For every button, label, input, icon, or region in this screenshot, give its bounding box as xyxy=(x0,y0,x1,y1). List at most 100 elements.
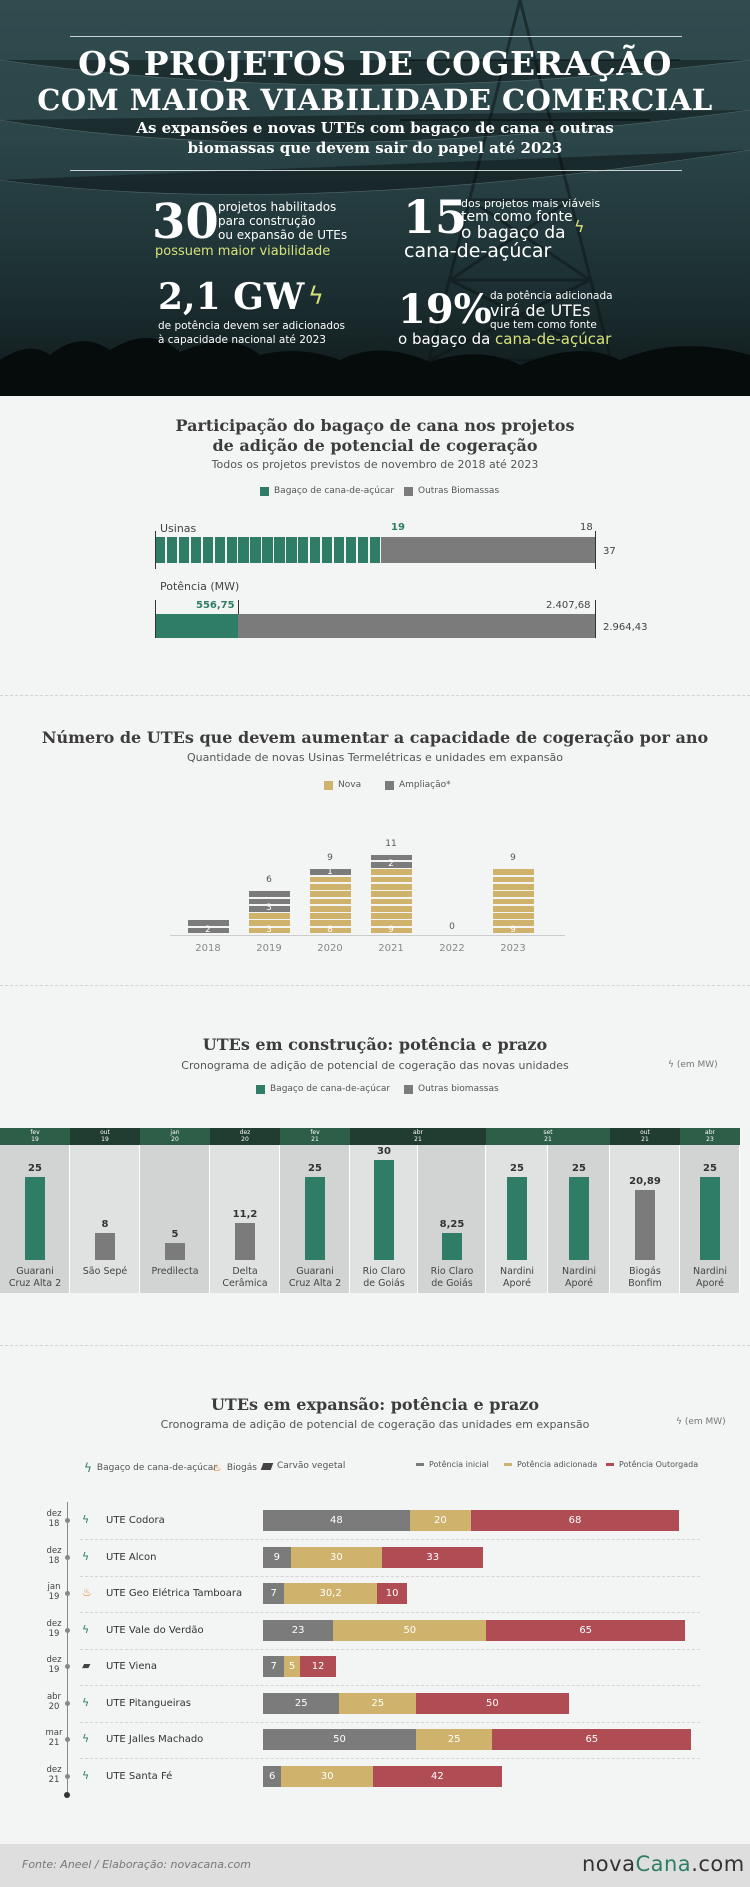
row-date: dez 19 xyxy=(40,1655,68,1675)
legend-initial-label: Potência inicial xyxy=(429,1460,489,1469)
x-tick-label: 2020 xyxy=(317,943,343,954)
construction-bar xyxy=(305,1176,325,1260)
hero-bottom-rule xyxy=(70,170,682,171)
construction-column: 25 Nardini Aporé xyxy=(548,1145,610,1293)
usinas-label: Usinas xyxy=(160,522,197,535)
bar-added: 50 xyxy=(333,1619,487,1641)
hero-title-line1: OS PROJETOS DE COGERAÇÃO xyxy=(78,44,672,83)
construction-value: 11,2 xyxy=(232,1208,258,1220)
potencia-bar xyxy=(155,600,596,638)
legend-swatch-new xyxy=(324,780,333,790)
usinas-cane-segment xyxy=(369,537,380,563)
timeline-segment: abr 21 xyxy=(350,1128,486,1145)
usinas-cane-segment xyxy=(214,537,225,563)
timeline-month: out xyxy=(100,1129,110,1136)
hero-subtitle-line2: biomassas que devem sair do papel até 20… xyxy=(187,139,563,157)
legend-swatch-other xyxy=(404,486,413,496)
total-label: 9 xyxy=(510,853,516,864)
construction-name: Rio Claro de Goiás xyxy=(350,1266,418,1290)
construction-column: 25 Nardini Aporé xyxy=(680,1145,740,1293)
segment-label-expansion: 2 xyxy=(388,859,394,870)
timeline-month: fev xyxy=(310,1129,320,1136)
construction-name: São Sepé xyxy=(70,1266,140,1278)
legend-charcoal: Carvão vegetal xyxy=(260,1461,345,1471)
row-name: UTE Alcon xyxy=(106,1551,157,1563)
timeline-year: 19 xyxy=(101,1136,109,1143)
expansion-row: jan 19 ♨ UTE Geo Elétrica Tamboara 7 30,2 10 xyxy=(40,1578,700,1614)
potencia-cane-value: 556,75 xyxy=(196,600,235,611)
cane-icon: ϟ xyxy=(84,1461,92,1475)
legend-cane-label: Bagaço de cana-de-açúcar xyxy=(96,1463,218,1473)
bar-unit-new xyxy=(492,905,534,912)
row-date-year: 20 xyxy=(48,1701,60,1712)
bar-unit-new xyxy=(370,927,412,934)
legend-other: Outras biomassas xyxy=(404,1084,499,1094)
construction-name-line2: Bonfim xyxy=(628,1278,662,1289)
bar-added: 20 xyxy=(409,1510,471,1531)
row-date-year: 19 xyxy=(48,1665,60,1675)
row-name: UTE Jalles Machado xyxy=(106,1734,204,1745)
usinas-cane-segment xyxy=(286,537,297,563)
legend-new: Nova xyxy=(324,780,361,790)
expansion-row: dez 18 ϟ UTE Codora 48 20 68 xyxy=(40,1505,700,1541)
legend-swatch-exp xyxy=(385,780,394,790)
construction-name-line1: Delta xyxy=(232,1266,258,1277)
stat-19-line2: virá de UTEs xyxy=(490,301,591,320)
bar-added: 25 xyxy=(415,1729,493,1750)
section1-title-line1: Participação do bagaço de cana nos proje… xyxy=(175,416,575,435)
timeline-dot xyxy=(65,1627,70,1633)
construction-value: 25 xyxy=(308,1162,322,1174)
row-separator xyxy=(80,1721,700,1723)
construction-bar xyxy=(374,1160,394,1260)
timeline-dot xyxy=(65,1737,70,1742)
stat-19-line1: da potência adicionada xyxy=(490,290,613,302)
stat-15-line3: o bagaço da xyxy=(461,223,566,243)
x-axis-line xyxy=(170,935,565,936)
construction-name-line1: São Sepé xyxy=(82,1266,128,1277)
cane-icon: ϟ xyxy=(82,1549,90,1563)
construction-value: 25 xyxy=(572,1162,586,1174)
section3-title: UTEs em construção: potência e prazo xyxy=(202,1035,548,1054)
row-separator xyxy=(80,1685,700,1686)
construction-name: Guarani Cruz Alta 2 xyxy=(280,1266,350,1290)
bar-unit-new xyxy=(370,898,412,905)
timeline-year: 21 xyxy=(414,1136,422,1143)
bar-unit-expansion xyxy=(370,854,412,861)
stat-30-line1: projetos habilitados xyxy=(218,200,337,214)
usinas-cane-segment xyxy=(178,537,190,563)
usinas-end-tick xyxy=(155,531,156,569)
construction-column: 11,2 Delta Cerâmica xyxy=(210,1145,280,1293)
row-name: UTE Vale do Verdão xyxy=(106,1624,204,1636)
logo-part-a: nova xyxy=(582,1852,636,1876)
novacana-logo[interactable]: novaCana.com xyxy=(582,1852,745,1876)
expansion-row: dez 21 ϟ UTE Santa Fé 6 30 42 xyxy=(40,1761,700,1797)
row-date-month: dez xyxy=(46,1509,62,1519)
bar-unit-new xyxy=(492,876,534,883)
bar-unit-new xyxy=(492,920,534,927)
row-separator xyxy=(80,1539,700,1540)
row-name: UTE Santa Fé xyxy=(106,1770,173,1782)
construction-name-line2: Aporé xyxy=(503,1278,531,1289)
usinas-cane-segment xyxy=(226,537,237,563)
row-date-month: dez xyxy=(46,1655,62,1665)
logo-part-b: Cana xyxy=(635,1852,692,1876)
stat-19-line4a: o bagaço da xyxy=(398,330,496,348)
expansion-row: dez 19 ▰ UTE Viena 7 5 12 xyxy=(40,1651,700,1687)
timeline-month: abr xyxy=(413,1129,423,1136)
bar-unit-new xyxy=(370,876,412,883)
bar-unit-expansion xyxy=(248,898,290,905)
row-separator xyxy=(80,1758,700,1759)
row-date-year: 18 xyxy=(48,1555,60,1566)
section2-title: Número de UTEs que devem aumentar a capa… xyxy=(41,728,709,747)
bar-unit-new xyxy=(492,891,534,897)
usinas-cane-segment xyxy=(190,537,202,563)
row-date: mar 21 xyxy=(40,1728,68,1748)
potencia-end-tick xyxy=(155,600,156,638)
bar-unit-new xyxy=(492,913,534,919)
segment-label-new: 9 xyxy=(388,925,394,935)
timeline-dot xyxy=(65,1664,70,1669)
usinas-end-tick xyxy=(595,531,596,569)
construction-name-line1: Nardini xyxy=(693,1266,727,1277)
row-name: UTE Viena xyxy=(106,1661,157,1672)
construction-name-line2: Cruz Alta 2 xyxy=(288,1278,342,1289)
